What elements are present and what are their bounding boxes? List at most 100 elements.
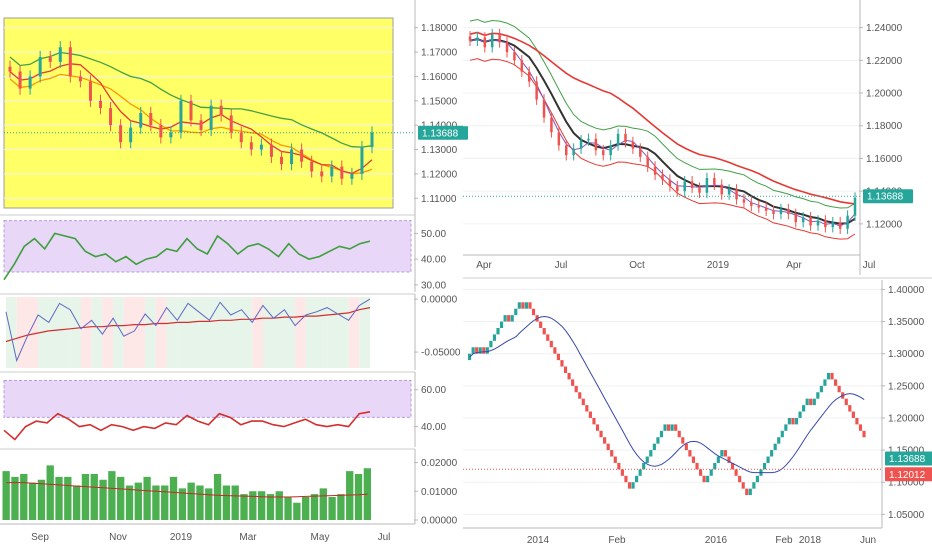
oscillator-background-segment <box>327 297 338 368</box>
volume-bar <box>275 491 283 520</box>
volume-bar <box>11 476 19 520</box>
y-tick-label: 1.05000 <box>888 510 925 521</box>
left-oscillator-panel[interactable]: 0.00000 -0.05000 <box>5 294 461 370</box>
renko-brick <box>578 392 582 399</box>
y-tick-label: 1.10000 <box>888 478 925 489</box>
volume-bar <box>213 474 222 520</box>
candle-body <box>594 138 598 151</box>
candle-body <box>705 178 709 193</box>
oscillator-background-segment <box>348 297 360 368</box>
stochastic-range-band <box>3 380 412 418</box>
renko-brick <box>698 469 703 476</box>
candle-body <box>653 166 657 175</box>
renko-brick <box>563 366 568 373</box>
candle-body <box>330 166 334 177</box>
candle-body <box>78 76 82 82</box>
last-price-tag <box>418 125 468 140</box>
candle-body <box>579 140 583 149</box>
renko-brick <box>485 347 489 354</box>
renko-brick <box>475 347 479 354</box>
candle-body <box>764 207 768 211</box>
candle-body <box>109 108 113 126</box>
renko-brick <box>816 392 820 399</box>
candle-body <box>139 113 143 128</box>
renko-brick <box>752 482 756 489</box>
renko-brick <box>638 469 642 476</box>
stochastic-line <box>3 411 371 441</box>
renko-brick <box>631 482 635 489</box>
left-rsi-panel[interactable]: 50.00 40.00 30.00 <box>3 215 446 292</box>
renko-brick <box>855 417 859 425</box>
candle-body <box>520 60 524 72</box>
renko-brick <box>858 424 863 431</box>
lower-band <box>469 58 856 240</box>
renko-brick <box>709 469 713 476</box>
renko-brick <box>784 424 788 431</box>
renko-brick <box>649 450 653 457</box>
x-tick-label: 2016 <box>705 535 728 546</box>
candle-body <box>631 142 635 149</box>
left-candlestick-panel[interactable]: 1.180001.170001.160001.150001.140001.130… <box>3 0 468 215</box>
y-tick-label: 0.00000 <box>421 516 458 527</box>
candle-body <box>269 144 273 157</box>
x-tick-label: Apr <box>786 260 802 271</box>
oscillator-background-segment <box>316 297 328 368</box>
renko-brick <box>567 372 571 380</box>
candle-body <box>853 197 857 216</box>
volume-bar <box>169 476 178 520</box>
volume-bar <box>231 485 239 520</box>
renko-brick <box>610 450 614 457</box>
renko-brick <box>727 456 731 463</box>
left-stochastic-panel[interactable]: 60.00 40.00 <box>3 372 446 447</box>
renko-brick <box>652 443 656 451</box>
candle-body <box>18 71 22 89</box>
renko-brick <box>521 302 525 309</box>
renko-brick <box>741 482 745 489</box>
x-tick-label: 2019 <box>170 532 193 543</box>
renko-brick <box>659 430 664 438</box>
volume-bar <box>2 471 10 520</box>
renko-brick <box>688 450 692 457</box>
candle-body <box>713 178 716 185</box>
renko-brick <box>510 315 514 322</box>
volume-bar <box>178 488 186 520</box>
oscillator-background-segment <box>284 297 296 368</box>
renko-brick <box>794 417 799 425</box>
candle-body <box>831 222 835 228</box>
y-tick-label: 50.00 <box>421 229 446 240</box>
renko-brick <box>574 385 578 393</box>
candle-body <box>483 37 487 48</box>
oscillator-background-segment <box>305 297 317 368</box>
volume-bar <box>108 471 116 520</box>
right-bottom-renko-panel[interactable]: 1.40000 1.35000 1.30000 1.25000 1.20000 1.150… <box>463 280 932 546</box>
renko-brick <box>713 462 717 470</box>
candle-body <box>99 100 102 109</box>
oscillator-background-segment <box>80 297 92 368</box>
volume-bar <box>81 474 90 520</box>
oscillator-background-segment <box>16 297 28 368</box>
y-tick-label: 1.35000 <box>888 317 925 328</box>
y-tick-label: 0.01000 <box>421 487 458 498</box>
renko-brick <box>528 302 532 309</box>
volume-bar <box>284 497 292 520</box>
renko-brick <box>663 424 667 431</box>
renko-brick <box>482 347 486 354</box>
volume-bar <box>46 465 54 520</box>
right-top-candlestick-panel[interactable]: 1.240001.220001.200001.180001.160001.140… <box>463 0 913 275</box>
renko-brick <box>595 424 600 431</box>
volume-bar <box>117 476 125 520</box>
candle-body <box>199 120 203 131</box>
candle-body <box>794 214 798 223</box>
x-tick-label: Jun <box>860 535 876 546</box>
volume-bar <box>152 485 160 520</box>
candle-body <box>735 189 738 200</box>
left-volume-panel[interactable]: 0.02000 0.01000 0.00000 <box>2 449 458 527</box>
x-tick-label: 2019 <box>707 260 730 271</box>
last-price-tag <box>885 451 932 466</box>
candle-body <box>809 217 812 226</box>
renko-brick <box>830 372 834 380</box>
renko-brick <box>691 456 696 463</box>
candle-body <box>239 132 243 143</box>
volume-bar <box>20 474 28 520</box>
renko-brick <box>706 475 710 483</box>
